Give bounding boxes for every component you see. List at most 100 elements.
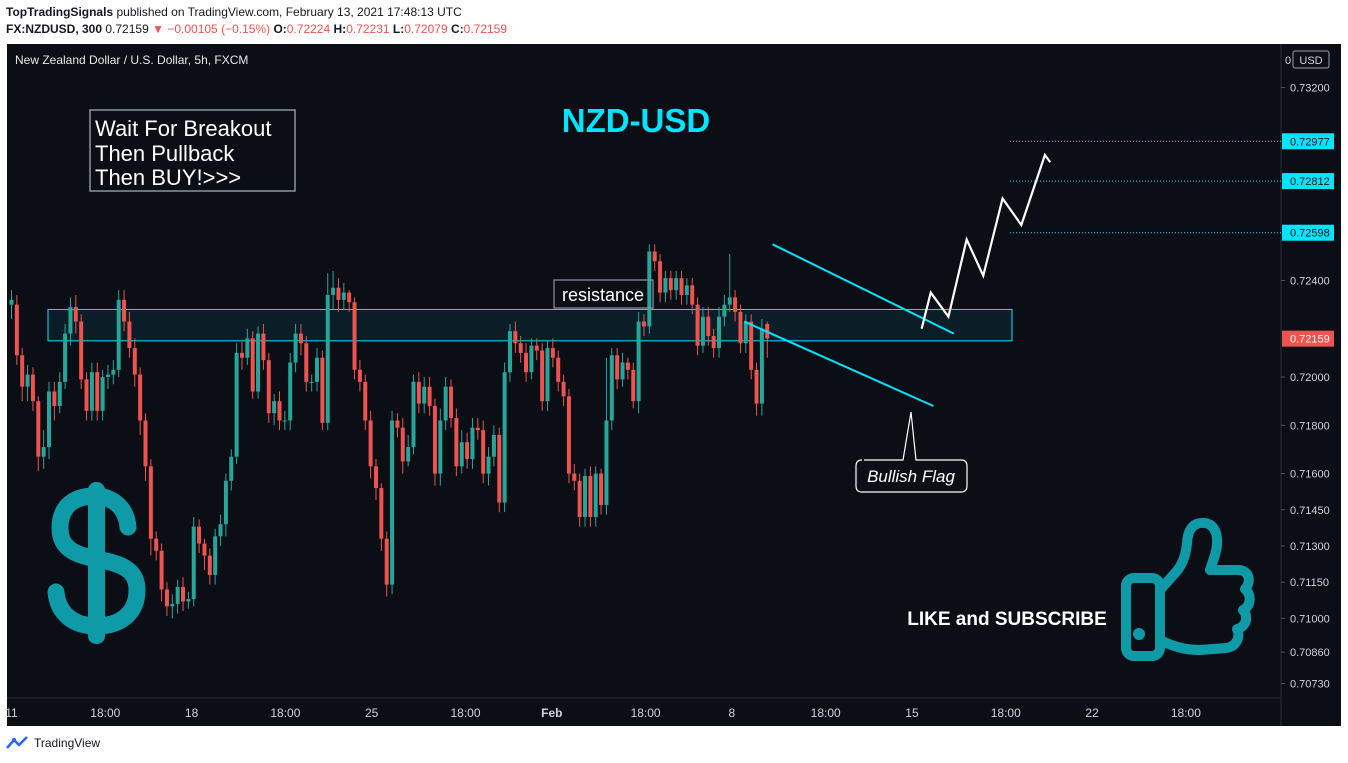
candle-body bbox=[84, 379, 89, 411]
time-axis[interactable]: 11 18:00 18 18:00 25 18:00 Feb 18:00 8 18:00 15 18:… bbox=[7, 706, 1201, 720]
candle-body bbox=[572, 473, 577, 481]
candle-body bbox=[636, 321, 641, 402]
candle-body bbox=[690, 285, 695, 305]
price-tick-label: 0.71800 bbox=[1290, 420, 1330, 432]
candle bbox=[427, 377, 432, 416]
price-tick-label: 0.71150 bbox=[1290, 577, 1329, 589]
candle-body bbox=[674, 278, 679, 291]
candle bbox=[754, 362, 759, 416]
candle bbox=[122, 290, 127, 332]
candle-body bbox=[497, 434, 502, 503]
candle bbox=[743, 314, 748, 353]
candle bbox=[609, 348, 614, 431]
time-tick-label: 22 bbox=[1085, 706, 1099, 720]
candle-body bbox=[352, 302, 357, 370]
candle-body bbox=[250, 338, 255, 392]
candle-body bbox=[706, 316, 711, 337]
target-price-tag bbox=[1282, 173, 1334, 190]
candle bbox=[347, 290, 352, 312]
candle-body bbox=[202, 543, 207, 556]
candle-body bbox=[384, 538, 389, 585]
low-value: 0.72079 bbox=[404, 22, 448, 36]
price-tick-label: 0.73200 bbox=[1290, 82, 1330, 94]
candle-body bbox=[41, 447, 46, 457]
candle bbox=[309, 374, 314, 392]
candle bbox=[524, 343, 529, 382]
candle-body bbox=[36, 401, 41, 457]
candle bbox=[540, 343, 545, 411]
time-tick-label: 25 bbox=[365, 706, 379, 720]
ohlc-line: FX:NZDUSD, 300 0.72159 ▼ −0.00105 (−0.15… bbox=[6, 21, 507, 38]
candle-body bbox=[100, 377, 105, 411]
candle bbox=[529, 338, 534, 380]
currency-button[interactable]: USD bbox=[1292, 50, 1330, 69]
down-arrow-icon: ▼ bbox=[152, 22, 164, 36]
candle bbox=[234, 343, 239, 464]
candle-body bbox=[363, 381, 368, 421]
candle bbox=[620, 352, 625, 387]
price-tick-label: 0.72000 bbox=[1290, 372, 1330, 384]
candle-body bbox=[293, 333, 298, 363]
candle-body bbox=[422, 386, 427, 404]
candle bbox=[507, 323, 512, 382]
resistance-label: resistance bbox=[562, 285, 644, 305]
candle bbox=[132, 338, 137, 387]
candle bbox=[722, 294, 727, 327]
candle-body bbox=[229, 456, 234, 481]
candle bbox=[395, 413, 400, 438]
price-change: −0.00105 (−0.15%) bbox=[167, 22, 271, 36]
candle bbox=[663, 270, 668, 303]
candle bbox=[481, 420, 486, 484]
chart-frame[interactable]: New Zealand Dollar / U.S. Dollar, 5h, FX… bbox=[7, 44, 1341, 726]
candle bbox=[475, 418, 480, 440]
candle-body bbox=[416, 381, 421, 404]
candle bbox=[191, 517, 196, 607]
footer-brand[interactable]: TradingView bbox=[34, 736, 101, 750]
candle bbox=[73, 294, 78, 334]
candle-body bbox=[197, 526, 202, 544]
candle bbox=[390, 410, 395, 595]
candle bbox=[272, 393, 277, 426]
candle-body bbox=[245, 338, 250, 358]
candle-body bbox=[218, 524, 223, 537]
price-axis[interactable]: 0.73200 0.72400 0.72000 0.71800 0.71600 0.714… bbox=[1010, 82, 1334, 691]
candle bbox=[577, 473, 582, 527]
close-label: C: bbox=[450, 22, 464, 36]
candle-body bbox=[20, 355, 25, 387]
candle-body bbox=[170, 603, 175, 607]
candle-body bbox=[486, 456, 491, 474]
candle bbox=[700, 307, 705, 353]
candle-body bbox=[695, 304, 700, 346]
note-line-1: Wait For Breakout bbox=[95, 116, 271, 141]
time-tick-label: 18:00 bbox=[811, 706, 841, 720]
price-tick-label: 0.71450 bbox=[1290, 505, 1330, 517]
candle-body bbox=[239, 352, 244, 358]
high-label: H: bbox=[333, 22, 347, 36]
candle-body bbox=[373, 466, 378, 489]
candle bbox=[550, 338, 555, 368]
tradingview-logo-icon[interactable] bbox=[6, 736, 30, 750]
candle bbox=[154, 531, 159, 561]
candle bbox=[625, 357, 630, 380]
candle-body bbox=[609, 355, 614, 421]
candle-body bbox=[427, 386, 432, 406]
price-tick-label: 0.72400 bbox=[1290, 276, 1330, 288]
candle-body bbox=[256, 333, 261, 392]
last-price-tag bbox=[1282, 330, 1334, 347]
note-frame bbox=[89, 109, 296, 192]
candle-body bbox=[304, 343, 309, 382]
candle bbox=[36, 396, 41, 472]
candle bbox=[79, 314, 84, 390]
candle-body bbox=[138, 374, 143, 421]
projection-path bbox=[920, 152, 1052, 330]
candle bbox=[202, 538, 207, 571]
author-name[interactable]: TopTradingSignals bbox=[6, 5, 114, 19]
candle-body bbox=[122, 299, 127, 322]
note-box: Wait For Breakout Then Pullback Then BUY… bbox=[89, 109, 296, 192]
candle bbox=[679, 270, 684, 305]
candlestick-chart[interactable]: New Zealand Dollar / U.S. Dollar, 5h, FX… bbox=[7, 44, 1341, 726]
candle bbox=[261, 323, 266, 370]
candle-body bbox=[164, 589, 169, 607]
candle bbox=[197, 519, 202, 554]
candle-body bbox=[518, 343, 523, 353]
